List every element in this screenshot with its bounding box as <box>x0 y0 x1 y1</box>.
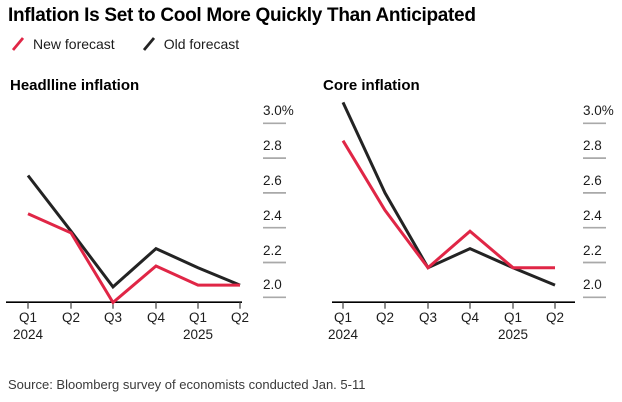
legend-item-old-forecast: Old forecast <box>141 36 239 52</box>
core-y-tick-label: 3.0% <box>583 103 614 119</box>
headline-x-tick-label: Q3 <box>103 310 122 325</box>
core-y-tick-label: 2.4 <box>583 207 602 223</box>
core-y-tick-label: 2.8 <box>583 138 602 154</box>
headline-y-tick-label: 2.0 <box>263 277 282 293</box>
headline-x-tick-label: Q4 <box>146 310 165 325</box>
headline-x-tick-label: Q1 <box>188 310 207 325</box>
core-old-forecast-line <box>341 101 556 287</box>
headline-x-tick-label: Q2 <box>230 310 249 325</box>
core-panel-title: Core inflation <box>323 77 420 94</box>
core-new-forecast-line <box>341 139 555 270</box>
headline-year-label: 2025 <box>182 327 214 342</box>
core-y-tick-label: 2.0 <box>583 277 602 293</box>
legend-label-old-forecast: Old forecast <box>163 36 240 52</box>
old-forecast-slash-icon <box>142 37 155 51</box>
legend: New forecast Old forecast <box>10 36 239 52</box>
headline-y-tick-label: 2.2 <box>263 242 282 258</box>
headline-new-forecast-line <box>27 212 240 305</box>
headline-x-tick-label: Q2 <box>61 310 80 325</box>
headline-x-tick-label: Q1 <box>18 310 37 325</box>
headline-year-label: 2024 <box>12 327 44 342</box>
new-forecast-slash-icon <box>11 37 25 51</box>
source-note: Source: Bloomberg survey of economists c… <box>8 377 366 392</box>
chart-main-title: Inflation Is Set to Cool More Quickly Th… <box>8 5 476 26</box>
headline-y-tick-label: 3.0% <box>263 103 294 119</box>
core-x-tick-label: Q3 <box>418 310 437 325</box>
core-y-tick-label: 2.6 <box>583 172 602 188</box>
legend-label-new-forecast: New forecast <box>33 36 115 52</box>
core-year-label: 2025 <box>497 327 529 342</box>
core-year-label: 2024 <box>327 327 359 342</box>
headline-y-tick-label: 2.8 <box>263 138 282 154</box>
core-x-tick-label: Q2 <box>545 310 564 325</box>
headline-y-tick-label: 2.6 <box>263 172 282 188</box>
core-y-tick-label: 2.2 <box>583 242 602 258</box>
core-x-tick-label: Q1 <box>503 310 522 325</box>
core-x-tick-label: Q2 <box>375 310 394 325</box>
headline-old-forecast-line <box>26 174 241 290</box>
core-x-tick-label: Q4 <box>460 310 479 325</box>
core-x-tick-label: Q1 <box>333 310 352 325</box>
headline-y-tick-label: 2.4 <box>263 207 282 223</box>
legend-item-new-forecast: New forecast <box>10 36 115 52</box>
headline-panel-title: Headlline inflation <box>10 77 140 94</box>
